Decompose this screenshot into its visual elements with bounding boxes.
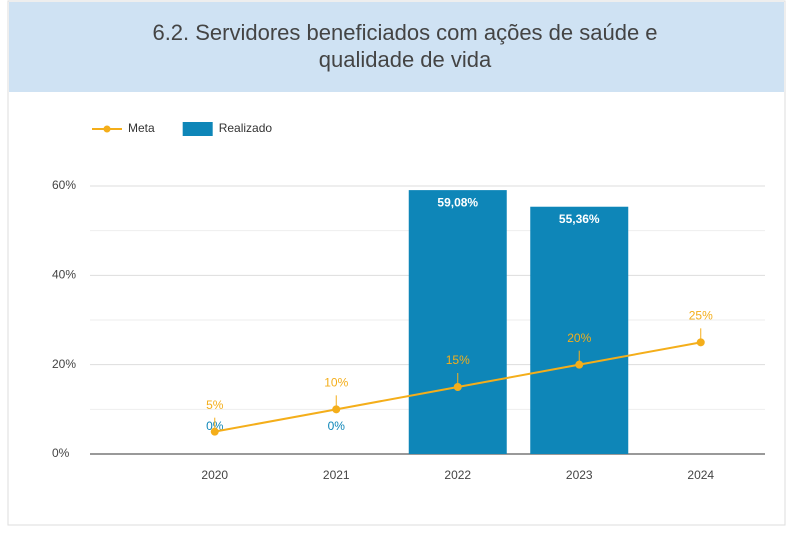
- data-label: 59,08%: [437, 195, 478, 209]
- data-label: 15%: [446, 353, 470, 367]
- y-tick-label: 20%: [52, 357, 76, 371]
- x-tick-label: 2021: [323, 468, 350, 482]
- x-tick-label: 2020: [201, 468, 228, 482]
- legend-swatch: [182, 122, 213, 136]
- data-label: 10%: [324, 376, 348, 390]
- legend-label: Realizado: [219, 121, 273, 135]
- point: [696, 338, 705, 347]
- data-label: 0%: [328, 419, 346, 433]
- bar: [530, 206, 629, 454]
- y-tick-label: 60%: [52, 178, 76, 192]
- x-tick-label: 2023: [566, 468, 593, 482]
- x-tick-label: 2024: [687, 468, 714, 482]
- legend-dot: [103, 125, 111, 133]
- point: [332, 405, 341, 414]
- point: [575, 360, 584, 369]
- data-label: 5%: [206, 398, 224, 412]
- y-tick-label: 0%: [52, 446, 70, 460]
- point: [453, 383, 462, 391]
- bar: [408, 190, 507, 455]
- data-label: 20%: [567, 331, 591, 345]
- legend-label: Meta: [128, 121, 155, 135]
- point: [210, 427, 219, 436]
- x-tick-label: 2022: [444, 468, 471, 482]
- data-label: 25%: [689, 309, 713, 323]
- chart-title: qualidade de vida: [319, 47, 492, 72]
- title-band: [9, 2, 784, 92]
- y-tick-label: 40%: [52, 268, 76, 282]
- data-label: 55,36%: [559, 212, 600, 226]
- chart-title: 6.2. Servidores beneficiados com ações d…: [152, 20, 657, 45]
